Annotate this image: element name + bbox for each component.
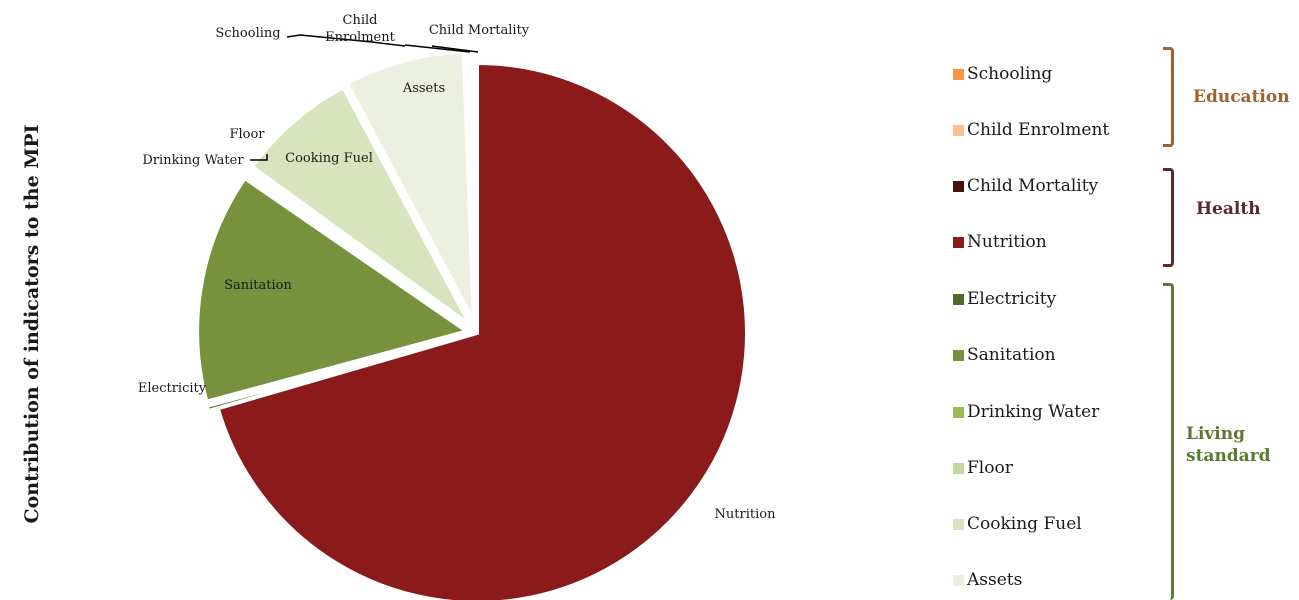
legend-swatch: [953, 574, 964, 586]
legend-swatch: [953, 462, 964, 474]
y-axis-label: Contribution of indicators to the MPI: [21, 124, 43, 523]
leader-line-drinking-water: [250, 154, 268, 161]
slice-label-electricity: Electricity: [138, 381, 207, 396]
pie-slice-cooking-fuel: [249, 84, 473, 328]
slice-label-nutrition: Nutrition: [715, 507, 777, 522]
legend-swatch: [953, 406, 964, 418]
legend-label: Drinking Water: [967, 402, 1100, 422]
slice-label-child-enrolment: Child Enrolment: [325, 13, 395, 45]
group-label-living-standard: Living standard: [1186, 424, 1271, 466]
legend-swatch: [953, 518, 964, 530]
leader-lines: [250, 34, 479, 161]
slice-label-sanitation: Sanitation: [224, 278, 292, 293]
group-label-education: Education: [1193, 87, 1290, 107]
legend-item-child-mortality: Child Mortality: [953, 174, 1098, 198]
legend-item-electricity: Electricity: [953, 287, 1056, 311]
legend-item-schooling: Schooling: [953, 62, 1052, 86]
legend-item-child-enrolment: Child Enrolment: [953, 118, 1109, 142]
legend-item-floor: Floor: [953, 456, 1013, 480]
leader-line-schooling: [286, 34, 406, 47]
leader-line-child-mortality: [431, 45, 479, 53]
group-bracket-health: [1163, 168, 1174, 267]
pie-slice-floor: [245, 165, 471, 329]
legend-swatch: [953, 68, 964, 80]
group-bracket-living-standard: [1163, 283, 1174, 600]
legend-item-sanitation: Sanitation: [953, 343, 1056, 367]
group-bracket-education: [1163, 47, 1174, 147]
legend-label: Schooling: [967, 64, 1053, 84]
pie-slices: [195, 48, 749, 600]
legend-swatch: [953, 124, 964, 136]
pie-slice-nutrition: [215, 60, 749, 600]
slice-label-cooking-fuel: Cooking Fuel: [285, 151, 373, 166]
legend-item-assets: Assets: [953, 568, 1022, 592]
legend-label: Assets: [967, 570, 1023, 590]
slice-label-floor: Floor: [229, 127, 265, 142]
legend-swatch: [953, 236, 964, 248]
pie-slice-electricity: [204, 333, 468, 414]
legend-label: Nutrition: [967, 232, 1047, 252]
slice-label-drinking-water: Drinking Water: [142, 153, 244, 168]
legend-item-nutrition: Nutrition: [953, 230, 1047, 254]
slice-label-schooling: Schooling: [215, 26, 280, 41]
legend-swatch: [953, 293, 964, 305]
legend-item-cooking-fuel: Cooking Fuel: [953, 512, 1082, 536]
group-label-health: Health: [1196, 199, 1261, 219]
legend-item-drinking-water: Drinking Water: [953, 400, 1099, 424]
legend-label: Floor: [967, 458, 1013, 478]
slice-label-assets: Assets: [402, 81, 445, 96]
legend-label: Cooking Fuel: [967, 514, 1082, 534]
pie-slice-sanitation: [195, 175, 472, 405]
legend-label: Electricity: [967, 289, 1057, 309]
legend-swatch: [953, 180, 964, 192]
leader-line-child-enrolment: [404, 44, 471, 53]
legend-label: Child Mortality: [967, 176, 1099, 196]
slice-label-child-mortality: Child Mortality: [429, 23, 530, 38]
legend-label: Child Enrolment: [967, 120, 1110, 140]
legend: Schooling Child Enrolment Child Mortality N…: [953, 0, 1153, 600]
slice-labels: Nutrition Electricity Sanitation Drinking W…: [138, 13, 776, 522]
legend-label: Sanitation: [967, 345, 1056, 365]
legend-swatch: [953, 349, 964, 361]
